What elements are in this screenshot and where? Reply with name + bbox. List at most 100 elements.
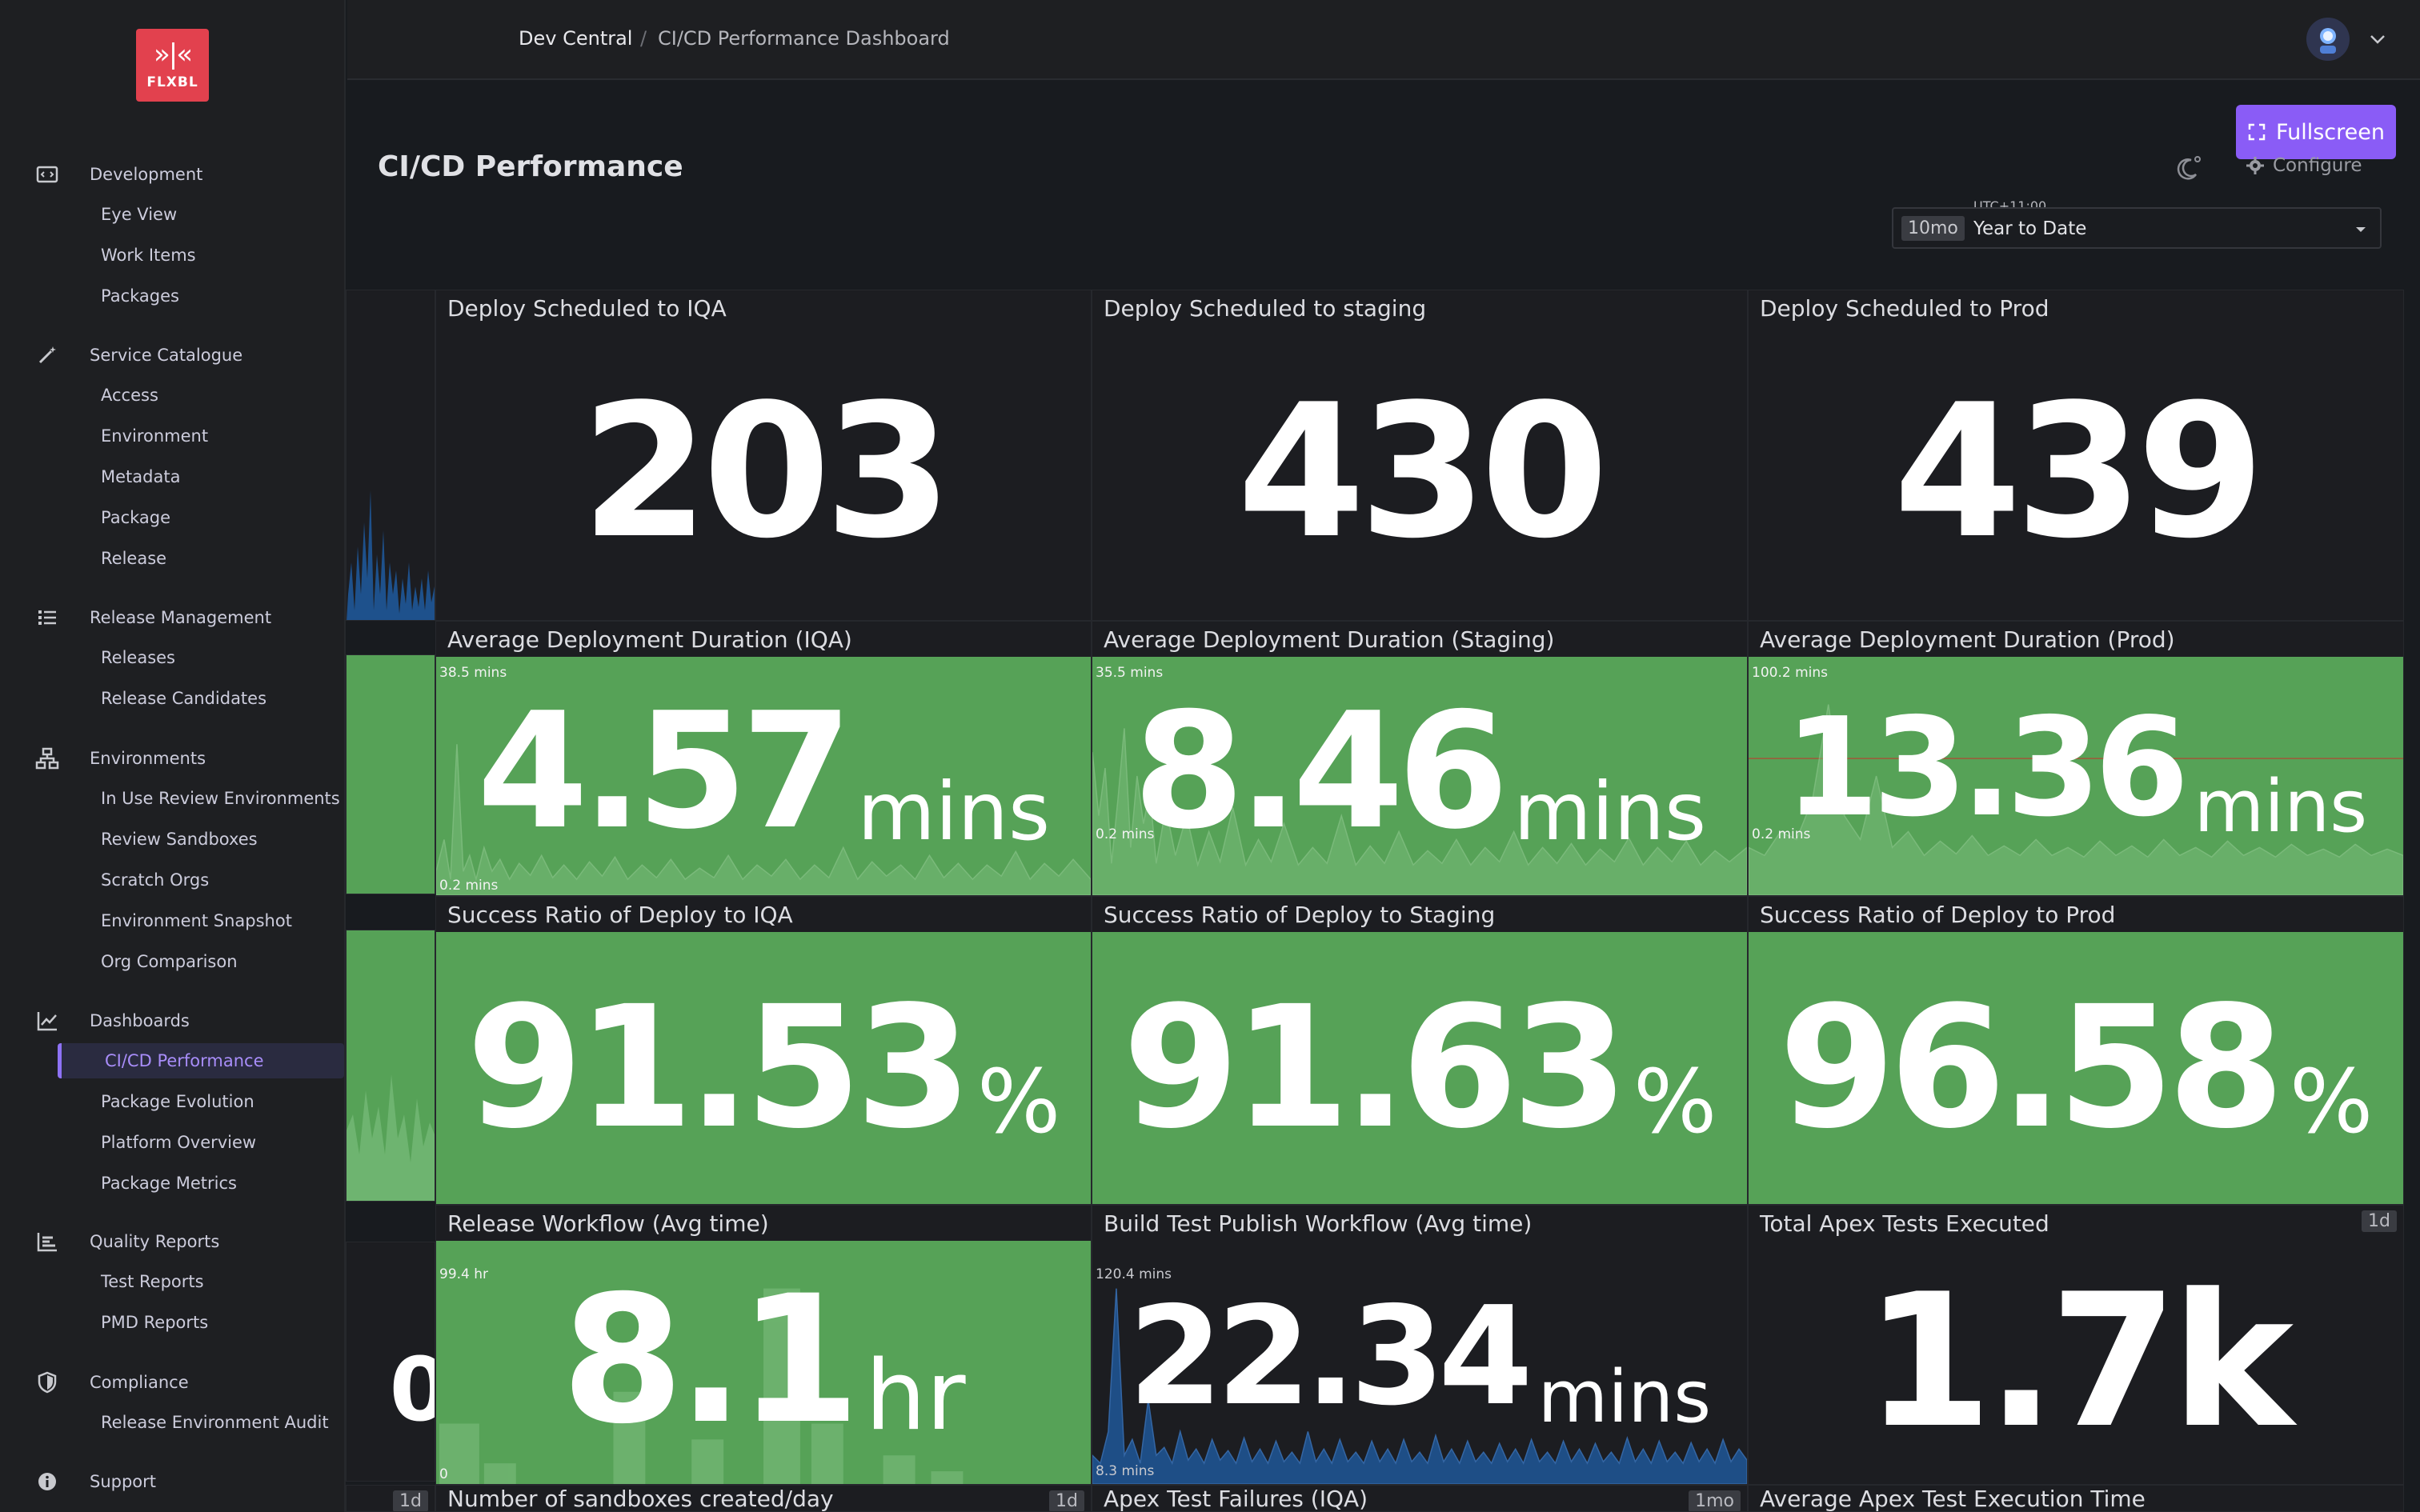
- sidebar-group-release-management[interactable]: Release Management: [0, 602, 346, 634]
- panel-avg-duration-staging[interactable]: Average Deployment Duration (Staging) 35…: [1092, 621, 1748, 896]
- panel-sandboxes[interactable]: Number of sandboxes created/day 1d: [435, 1485, 1092, 1512]
- sidebar-item-access[interactable]: Access: [0, 378, 346, 413]
- panel-title: Average Apex Test Execution Time: [1760, 1486, 2146, 1512]
- left-strip-badge: 1d: [393, 1490, 428, 1511]
- panel-build-workflow[interactable]: Build Test Publish Workflow (Avg time) 1…: [1092, 1205, 1748, 1485]
- panel-deploy-iqa[interactable]: Deploy Scheduled to IQA 203: [435, 290, 1092, 621]
- stat-unit: mins: [857, 765, 1051, 858]
- left-partial-panel-5: 1d: [346, 1485, 435, 1512]
- panel-success-staging[interactable]: Success Ratio of Deploy to Staging 91.63…: [1092, 896, 1748, 1205]
- stat-value: 4.57: [476, 678, 852, 865]
- panel-title: Average Deployment Duration (Staging): [1104, 626, 1555, 653]
- stat-unit: mins: [2194, 765, 2368, 849]
- left-partial-panel-2: [346, 654, 435, 894]
- sidebar-item-scratch-orgs[interactable]: Scratch Orgs: [0, 862, 346, 898]
- panel-apex-failures[interactable]: Apex Test Failures (IQA) 1mo: [1092, 1485, 1748, 1512]
- panel-deploy-prod[interactable]: Deploy Scheduled to Prod 439: [1748, 290, 2404, 621]
- sidebar-group-development[interactable]: Development: [0, 158, 346, 190]
- sidebar-item-label: Package Metrics: [101, 1174, 237, 1193]
- sidebar-group-support[interactable]: Support: [0, 1466, 346, 1498]
- configure-label: Configure: [2273, 155, 2362, 176]
- sidebar-item-package-evolution[interactable]: Package Evolution: [0, 1084, 346, 1119]
- sidebar-group-environments[interactable]: Environments: [0, 742, 346, 774]
- sidebar-item-releases[interactable]: Releases: [0, 640, 346, 675]
- panel-title: Apex Test Failures (IQA): [1104, 1486, 1368, 1512]
- sidebar-group-quality-reports[interactable]: Quality Reports: [0, 1226, 346, 1258]
- sparkline: [436, 744, 1091, 895]
- interval-badge: 1d: [1049, 1490, 1084, 1511]
- expand-icon: [2248, 123, 2266, 141]
- sidebar-group-label: Release Management: [90, 608, 272, 627]
- sidebar-item-release-candidates[interactable]: Release Candidates: [0, 681, 346, 716]
- sidebar-group-label: Support: [90, 1472, 157, 1491]
- sidebar-group-label: Environments: [90, 749, 206, 768]
- sidebar-item-test-reports[interactable]: Test Reports: [0, 1264, 346, 1299]
- sidebar-item-label: In Use Review Environments: [101, 789, 340, 808]
- sidebar-item-review-sandboxes[interactable]: Review Sandboxes: [0, 822, 346, 857]
- panel-success-prod[interactable]: Success Ratio of Deploy to Prod 96.58%: [1748, 896, 2404, 1205]
- sidebar-item-pmd-reports[interactable]: PMD Reports: [0, 1305, 346, 1340]
- sidebar-group-label: Quality Reports: [90, 1232, 220, 1251]
- user-avatar[interactable]: [2306, 18, 2350, 61]
- sidebar-item-release[interactable]: Release: [0, 541, 346, 576]
- sidebar-item-work-items[interactable]: Work Items: [0, 238, 346, 273]
- sidebar-item-package-metrics[interactable]: Package Metrics: [0, 1166, 346, 1201]
- interval-badge: 1mo: [1689, 1490, 1741, 1511]
- sidebar-item-label: Access: [101, 386, 158, 405]
- panel-avg-duration-iqa[interactable]: Average Deployment Duration (IQA) 38.5 m…: [435, 621, 1092, 896]
- panel-avg-duration-prod[interactable]: Average Deployment Duration (Prod) 100.2…: [1748, 621, 2404, 896]
- sidebar-item-eye-view[interactable]: Eye View: [0, 197, 346, 232]
- code-icon: [34, 161, 61, 188]
- time-range-badge: 10mo: [1901, 216, 1965, 241]
- sidebar-item-metadata[interactable]: Metadata: [0, 459, 346, 494]
- stat-value: 91.63: [1122, 970, 1629, 1166]
- panel-title: Average Deployment Duration (Prod): [1760, 626, 2175, 653]
- sidebar-group-service-catalogue[interactable]: Service Catalogue: [0, 339, 346, 371]
- interval-badge: 1d: [2362, 1210, 2397, 1232]
- sparkline: [1092, 728, 1747, 895]
- sidebar-group-label: Dashboards: [90, 1011, 190, 1030]
- sidebar-item-label: Platform Overview: [101, 1133, 257, 1152]
- fullscreen-button[interactable]: Fullscreen: [2236, 105, 2396, 159]
- panel-release-workflow[interactable]: Release Workflow (Avg time) 99.4 hr 0 8.…: [435, 1205, 1092, 1485]
- sidebar-item-label: Eye View: [101, 205, 178, 224]
- flxbl-logo[interactable]: »|« FLXBL: [136, 29, 209, 102]
- sidebar-item-packages[interactable]: Packages: [0, 278, 346, 314]
- panel-deploy-staging[interactable]: Deploy Scheduled to staging 430: [1092, 290, 1748, 621]
- left-partial-panel-3: [346, 930, 435, 1202]
- sidebar-item-ci-cd-performance[interactable]: CI/CD Performance: [58, 1043, 344, 1078]
- sidebar-item-package[interactable]: Package: [0, 500, 346, 535]
- stat-value: 8.1: [561, 1258, 860, 1462]
- checklist-icon: [34, 604, 61, 631]
- panel-title: Deploy Scheduled to IQA: [447, 295, 727, 322]
- time-range-picker[interactable]: 10mo Year to Date: [1892, 207, 2382, 249]
- breadcrumb-root[interactable]: Dev Central: [519, 27, 633, 50]
- stat-unit: %: [1633, 1050, 1717, 1153]
- sidebar-item-environment-snapshot[interactable]: Environment Snapshot: [0, 903, 346, 938]
- fullscreen-label: Fullscreen: [2276, 119, 2385, 145]
- sidebar-group-compliance[interactable]: Compliance: [0, 1366, 346, 1398]
- sidebar-item-in-use-review-environments[interactable]: In Use Review Environments: [0, 781, 346, 816]
- panel-title: Success Ratio of Deploy to Staging: [1104, 902, 1496, 928]
- panel-apex-exec-time[interactable]: Average Apex Test Execution Time: [1748, 1485, 2404, 1512]
- sparkline-min-label: 8.3 mins: [1096, 1463, 1155, 1479]
- panel-title: Release Workflow (Avg time): [447, 1210, 769, 1237]
- chevron-down-icon[interactable]: [2364, 26, 2391, 53]
- sidebar-item-org-comparison[interactable]: Org Comparison: [0, 944, 346, 979]
- stat-value: 439: [1893, 366, 2265, 579]
- left-partial-panel-1: [346, 290, 435, 621]
- configure-button[interactable]: Configure: [2246, 155, 2362, 176]
- page-title: CI/CD Performance: [378, 150, 683, 183]
- left-partial-panel-4: 0: [346, 1242, 435, 1482]
- panel-apex-tests[interactable]: Total Apex Tests Executed 1d 1.7k: [1748, 1205, 2404, 1485]
- theme-toggle-icon[interactable]: [2170, 150, 2206, 186]
- sidebar-item-platform-overview[interactable]: Platform Overview: [0, 1125, 346, 1160]
- sidebar-group-dashboards[interactable]: Dashboards: [0, 1005, 346, 1037]
- sidebar-item-environment[interactable]: Environment: [0, 418, 346, 454]
- left-partial-sparkline: [347, 490, 435, 620]
- stat-unit: hr: [865, 1341, 966, 1452]
- stat-value: 8.46: [1132, 678, 1508, 865]
- sidebar-item-release-environment-audit[interactable]: Release Environment Audit: [0, 1405, 346, 1440]
- panel-success-iqa[interactable]: Success Ratio of Deploy to IQA 91.53%: [435, 896, 1092, 1205]
- stat-value: 203: [580, 366, 952, 579]
